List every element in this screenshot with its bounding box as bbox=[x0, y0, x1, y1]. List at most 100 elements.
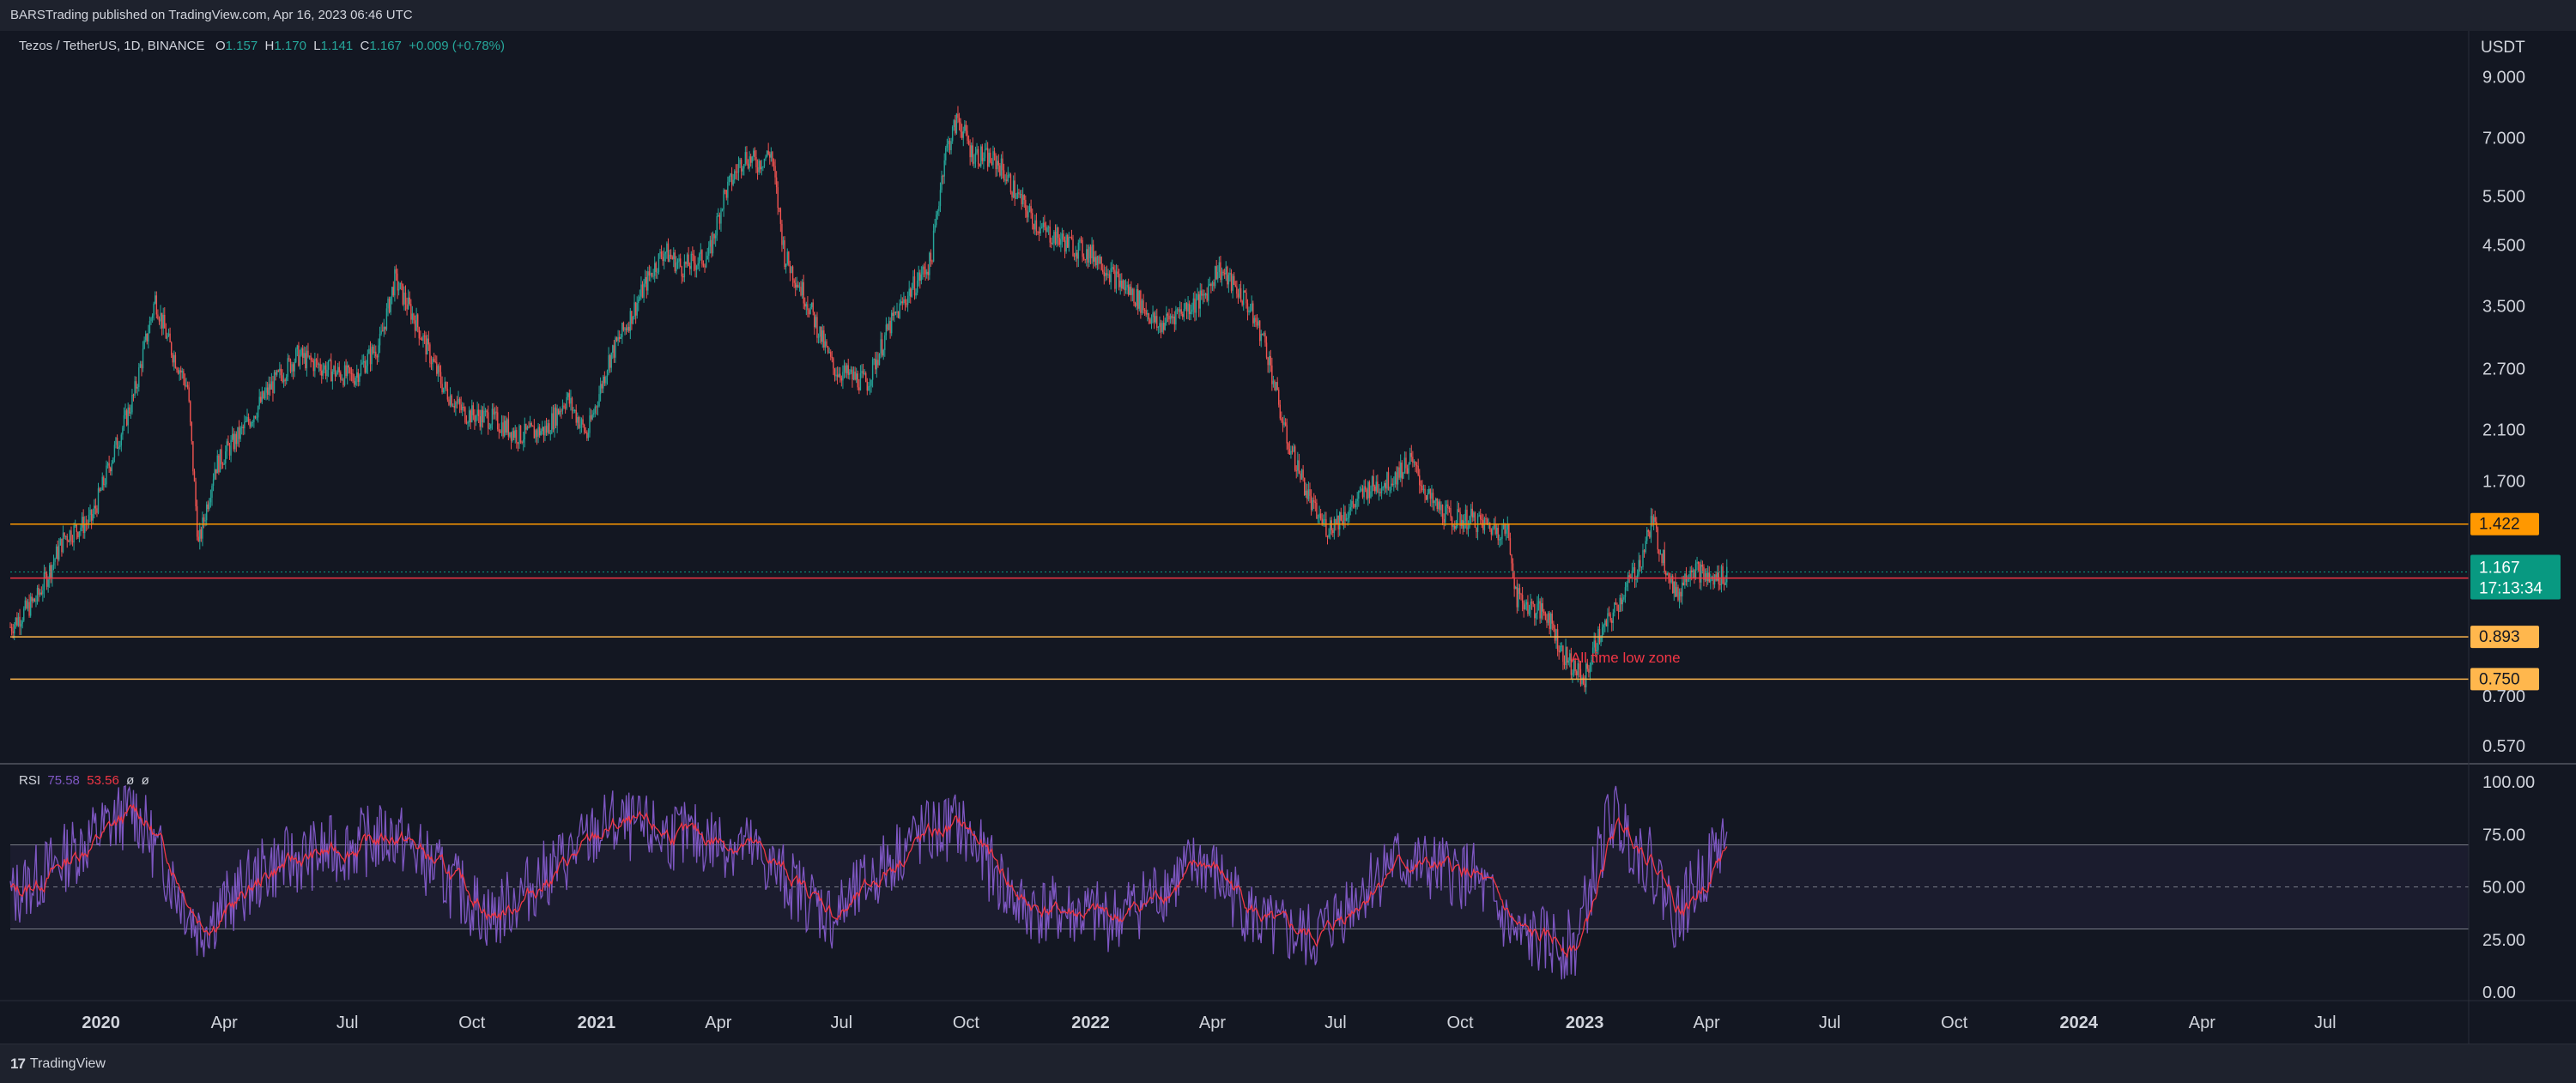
candle-body bbox=[1211, 281, 1214, 287]
candle-body bbox=[908, 288, 910, 296]
candle-body bbox=[270, 381, 273, 390]
candle-body bbox=[1091, 245, 1093, 258]
candle-body bbox=[558, 408, 560, 414]
candle-body bbox=[1605, 620, 1608, 627]
candle-body bbox=[1182, 313, 1184, 318]
candle-body bbox=[1343, 511, 1345, 524]
candle-body bbox=[129, 407, 130, 414]
candle-body bbox=[1609, 614, 1611, 621]
candle-body bbox=[388, 298, 391, 312]
candle-body bbox=[1375, 481, 1377, 492]
candle-body bbox=[268, 384, 270, 395]
candle-body bbox=[1058, 238, 1060, 245]
candle-body bbox=[1344, 511, 1346, 521]
candle-body bbox=[1032, 213, 1033, 225]
candle-body bbox=[1661, 554, 1663, 564]
candle-body bbox=[1532, 602, 1534, 604]
price-pane: All time low zone bbox=[0, 31, 2576, 763]
price-tick-label: 0.570 bbox=[2482, 737, 2525, 756]
candle-body bbox=[1722, 566, 1724, 584]
candle-body bbox=[1575, 671, 1578, 675]
time-tick-label: 2022 bbox=[1071, 1013, 1110, 1032]
candle-body bbox=[1724, 582, 1726, 585]
annotation-all-time-low[interactable]: All time low zone bbox=[1571, 650, 1681, 666]
time-tick-label: 2024 bbox=[2060, 1013, 2099, 1032]
candle-body bbox=[775, 177, 778, 188]
candle-body bbox=[491, 408, 494, 425]
chart-canvas[interactable]: All time low zone 1.4221.1380.8930.7501.… bbox=[0, 31, 2576, 1044]
candle-body bbox=[471, 405, 473, 423]
candle-body bbox=[1455, 525, 1458, 529]
candle-body bbox=[1433, 500, 1435, 504]
candle-body bbox=[265, 387, 267, 393]
candle-body bbox=[997, 160, 999, 166]
candle-body bbox=[472, 405, 475, 415]
candle-body bbox=[1502, 523, 1505, 529]
candle-body bbox=[409, 297, 410, 305]
candle-body bbox=[1521, 595, 1524, 603]
candle-body bbox=[742, 168, 743, 172]
candle-body bbox=[1339, 511, 1341, 530]
candle-body bbox=[1466, 509, 1468, 529]
candle-body bbox=[1251, 303, 1252, 311]
candle-body bbox=[746, 152, 748, 164]
candle-body bbox=[542, 427, 545, 436]
candle-body bbox=[1088, 246, 1090, 263]
candle-body bbox=[242, 427, 244, 429]
candle-body bbox=[1015, 197, 1017, 199]
candle-body bbox=[280, 368, 282, 376]
candle-body bbox=[1370, 491, 1372, 499]
candle-body bbox=[493, 408, 494, 415]
candle-body bbox=[42, 590, 44, 595]
candle-body bbox=[814, 312, 815, 328]
candle-body bbox=[1623, 596, 1625, 600]
candle-body bbox=[225, 451, 227, 464]
price-tick-label: 0.700 bbox=[2482, 687, 2525, 706]
candle-body bbox=[1102, 269, 1104, 273]
candle-body bbox=[785, 263, 787, 268]
candle-body bbox=[1485, 517, 1487, 520]
candle-body bbox=[823, 330, 825, 348]
candle-body bbox=[659, 251, 661, 254]
candle-body bbox=[708, 246, 710, 257]
rsi-label[interactable]: RSI bbox=[19, 773, 41, 788]
candle-body bbox=[577, 417, 579, 423]
candle-body bbox=[211, 485, 213, 499]
candle-body bbox=[350, 372, 353, 374]
candle-body bbox=[597, 406, 599, 408]
candle-body bbox=[842, 372, 844, 381]
candle-body bbox=[1354, 504, 1355, 507]
last-price-badge[interactable] bbox=[2470, 554, 2561, 600]
candle-body bbox=[739, 159, 741, 165]
candle-body bbox=[865, 373, 867, 382]
candle-body bbox=[277, 370, 279, 372]
candle-body bbox=[1183, 308, 1185, 318]
candle-body bbox=[252, 421, 253, 423]
candle-body bbox=[97, 488, 100, 513]
candle-body bbox=[205, 504, 208, 521]
candle-body bbox=[84, 523, 86, 534]
candle-body bbox=[420, 338, 421, 340]
candle-body bbox=[1409, 452, 1411, 464]
candle-body bbox=[786, 251, 788, 264]
candle-body bbox=[929, 252, 930, 275]
candle-body bbox=[1225, 266, 1227, 275]
candle-body bbox=[1612, 612, 1614, 623]
candle-body bbox=[1570, 653, 1573, 675]
candle-body bbox=[452, 406, 454, 408]
candle-body bbox=[1621, 599, 1624, 605]
candle-body bbox=[1473, 512, 1475, 517]
candle-body bbox=[385, 308, 388, 330]
candle-body bbox=[615, 337, 618, 342]
candle-body bbox=[455, 402, 457, 408]
candle-body bbox=[1110, 268, 1112, 282]
candle-body bbox=[751, 156, 753, 163]
candle-body bbox=[158, 318, 161, 322]
candle-body bbox=[1403, 457, 1406, 473]
symbol-label[interactable]: Tezos / TetherUS, 1D, BINANCE bbox=[19, 39, 205, 53]
candle-body bbox=[239, 427, 241, 439]
tradingview-logo[interactable]: 17 TradingView bbox=[10, 1056, 106, 1073]
candle-body bbox=[613, 345, 615, 358]
candle-body bbox=[666, 243, 668, 252]
candle-body bbox=[183, 371, 185, 379]
